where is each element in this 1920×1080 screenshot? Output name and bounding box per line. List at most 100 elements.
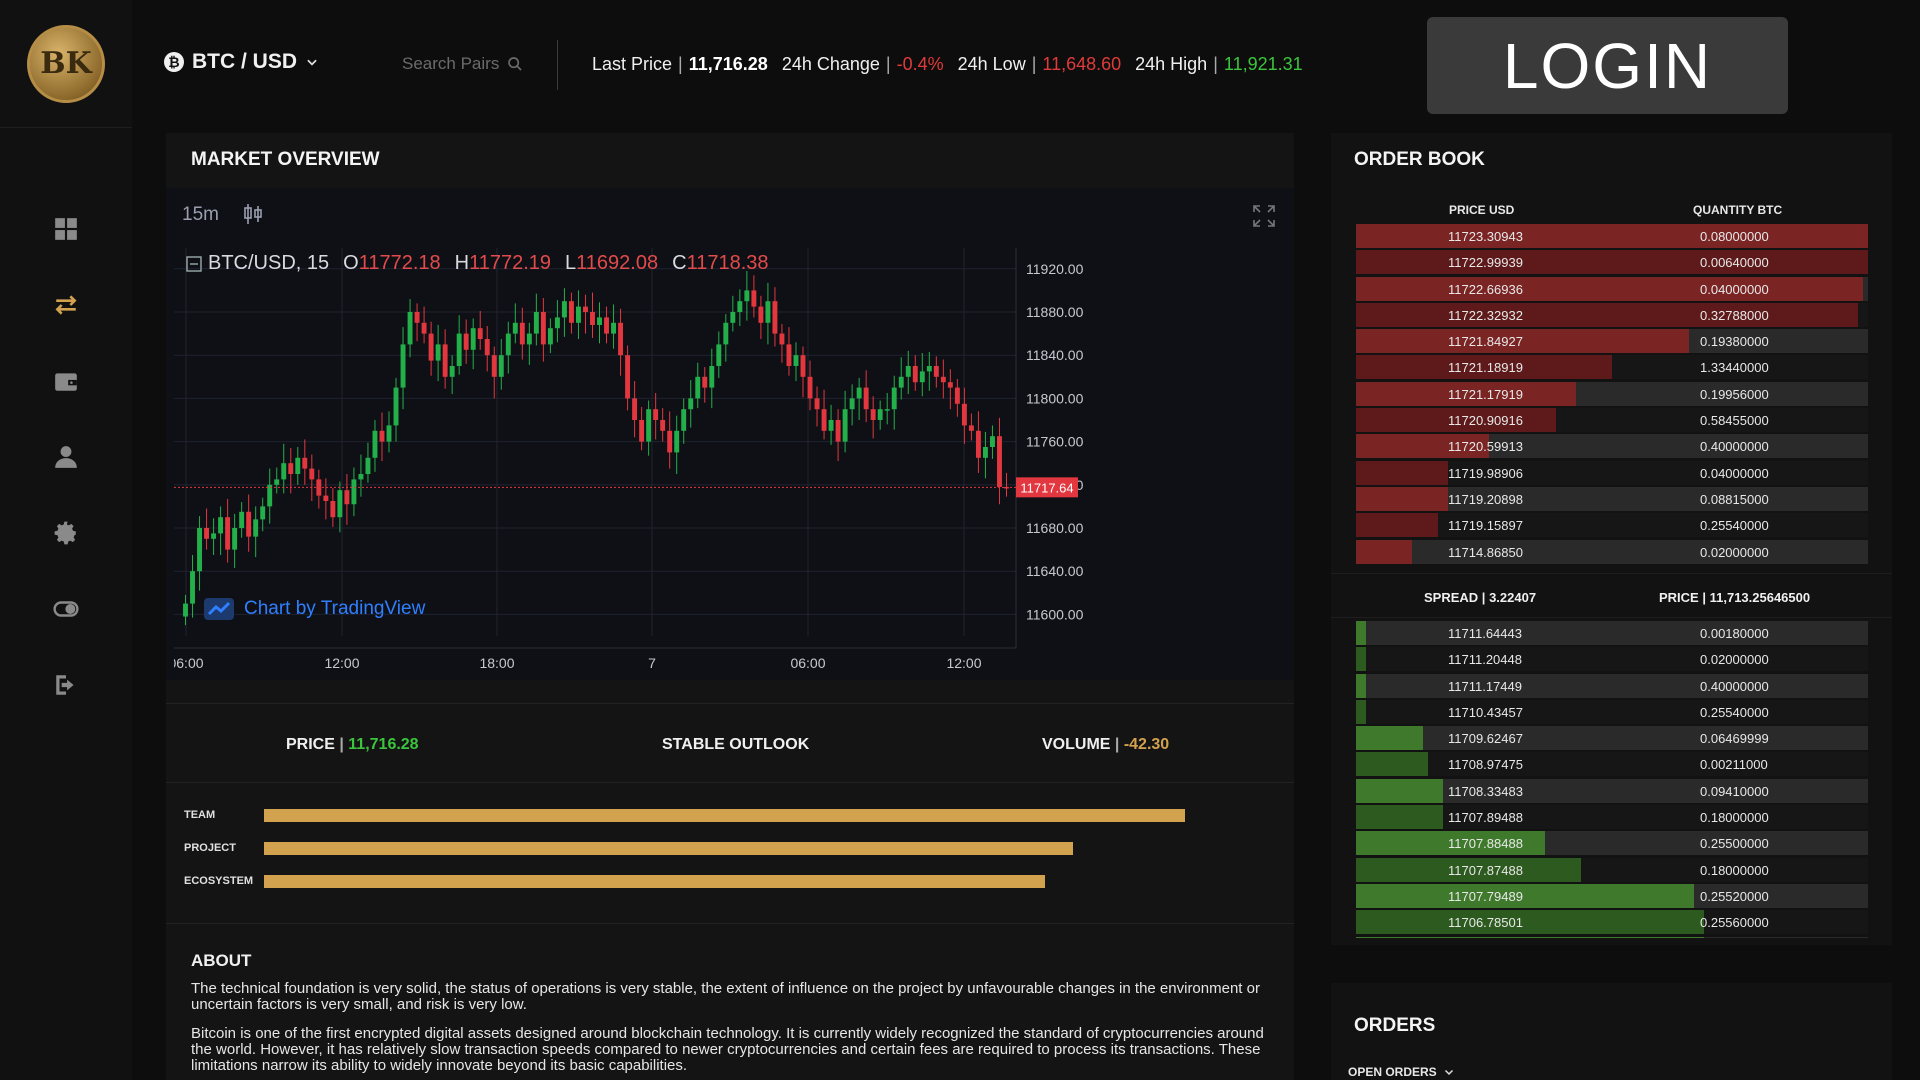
ticker-stats: Last Price | 11,716.28 24h Change | -0.4… (592, 54, 1303, 75)
search-input[interactable]: Search Pairs (402, 54, 500, 73)
bid-row[interactable]: 11706.735020.19758000 (1356, 936, 1868, 938)
row-quantity: 0.04000000 (1700, 465, 1769, 481)
candle-body (905, 366, 911, 377)
ask-row[interactable]: 11719.15897 0.25540000 (1356, 512, 1868, 538)
low-value: 11,648.60 (1042, 54, 1122, 74)
ask-row[interactable]: 11721.84927 0.19380000 (1356, 328, 1868, 354)
candlestick-type-icon[interactable] (242, 202, 264, 226)
candle-body (512, 322, 518, 334)
bid-row[interactable]: 11707.89488 0.18000000 (1356, 804, 1868, 830)
candle-body (653, 409, 659, 420)
candle-body (779, 333, 785, 345)
candle-body (863, 387, 869, 410)
candle-body (351, 479, 357, 505)
ask-row[interactable]: 11722.66936 0.04000000 (1356, 276, 1868, 302)
candlestick-chart[interactable]: 11920.00 11880.00 11840.00 11800.00 11760.00… (168, 248, 1286, 678)
row-price: 11721.17919 (1448, 386, 1523, 402)
candle-body (814, 398, 820, 410)
tradingview-attribution[interactable]: Chart by TradingView (204, 598, 425, 620)
candle-body (947, 382, 953, 388)
bid-row[interactable]: 11709.62467 0.06469999 (1356, 725, 1868, 751)
close-label: C (672, 252, 687, 274)
open-orders-dropdown[interactable]: OPEN ORDERS (1348, 1065, 1455, 1079)
bid-row[interactable]: 11708.33483 0.09410000 (1356, 778, 1868, 804)
settings-icon[interactable] (48, 515, 84, 551)
depth-bar (1356, 752, 1428, 777)
bid-row[interactable]: 11706.78501 0.25560000 (1356, 909, 1868, 935)
depth-bar (1356, 539, 1413, 564)
bid-row[interactable]: 11710.43457 0.25540000 (1356, 699, 1868, 725)
candle-body (912, 366, 918, 383)
row-background (1356, 699, 1868, 724)
order-book-panel: ORDER BOOK PRICE USD QUANTITY BTC 11723.… (1331, 133, 1892, 945)
candle-body (709, 366, 715, 388)
timeframe-selector[interactable]: 15m (182, 204, 219, 225)
rating-label: ECOSYSTEM (184, 875, 254, 887)
row-price: 11720.90916 (1448, 413, 1523, 429)
ask-row[interactable]: 11721.18919 1.33440000 (1356, 354, 1868, 380)
candle-body (954, 387, 960, 404)
brand-logo[interactable]: BK (27, 24, 105, 103)
collapse-legend-icon[interactable] (186, 255, 202, 272)
candle-body (505, 333, 511, 356)
chevron-down-icon (307, 59, 317, 66)
wallet-icon[interactable] (48, 363, 84, 399)
row-quantity: 0.25540000 (1700, 518, 1769, 534)
price-chart[interactable]: 15m 11920.00 11880.00 11840.00 11800.00 1176… (166, 188, 1294, 680)
ask-row[interactable]: 11720.90916 0.58455000 (1356, 407, 1868, 433)
exchange-icon[interactable] (48, 287, 84, 323)
candle-body (421, 322, 427, 334)
bid-row[interactable]: 11711.17449 0.40000000 (1356, 673, 1868, 699)
candle-body (330, 501, 336, 518)
row-price: 11710.43457 (1448, 704, 1523, 720)
candle-body (281, 463, 287, 480)
ask-row[interactable]: 11714.86850 0.02000000 (1356, 539, 1868, 565)
candle-body (526, 333, 532, 345)
ask-row[interactable]: 11719.98906 0.04000000 (1356, 460, 1868, 486)
row-quantity: 0.08815000 (1700, 491, 1769, 507)
market-overview-title: MARKET OVERVIEW (191, 149, 380, 170)
bid-row[interactable]: 11707.79489 0.25520000 (1356, 883, 1868, 909)
rating-bar (264, 841, 1073, 855)
y-tick-label: 11640.00 (1026, 563, 1084, 579)
ask-row[interactable]: 11722.32932 0.32788000 (1356, 302, 1868, 328)
bid-row[interactable]: 11711.64443 0.00180000 (1356, 620, 1868, 646)
rating-bars: TEAM PROJECT ECOSYSTEM (166, 793, 1294, 893)
row-price: 11719.98906 (1448, 465, 1523, 481)
chart-plot-area[interactable]: 11920.00 11880.00 11840.00 11800.00 11760.00… (168, 248, 1286, 678)
dashboard-icon[interactable] (48, 211, 84, 247)
user-icon[interactable] (48, 439, 84, 475)
candle-body (884, 409, 890, 411)
ask-row[interactable]: 11723.30943 0.08000000 (1356, 223, 1868, 249)
ask-row[interactable]: 11719.20898 0.08815000 (1356, 486, 1868, 512)
bid-row[interactable]: 11707.88488 0.25500000 (1356, 830, 1868, 856)
candle-body (632, 398, 638, 420)
bid-row[interactable]: 11711.20448 0.02000000 (1356, 646, 1868, 672)
ask-row[interactable]: 11720.59913 0.40000000 (1356, 433, 1868, 459)
candle-body (253, 519, 259, 537)
row-quantity: 1.33440000 (1700, 360, 1769, 376)
depth-bar (1356, 329, 1689, 354)
high-value: 11772.19 (469, 252, 552, 274)
logout-icon[interactable] (48, 667, 84, 703)
candle-body (835, 420, 841, 442)
candle-body (365, 457, 371, 474)
toggle-icon[interactable] (48, 591, 84, 627)
bid-row[interactable]: 11707.87488 0.18000000 (1356, 857, 1868, 883)
candle-body (975, 430, 981, 458)
search-pairs[interactable]: Search Pairs (402, 54, 523, 74)
ask-row[interactable]: 11722.99939 0.00640000 (1356, 249, 1868, 275)
fullscreen-icon[interactable] (1252, 204, 1276, 228)
ask-row[interactable]: 11721.17919 0.19956000 (1356, 381, 1868, 407)
login-button[interactable]: LOGIN (1427, 17, 1788, 114)
close-value: 11718.38 (686, 252, 769, 274)
mid-price-info: PRICE | 11,713.25646500 (1659, 590, 1811, 605)
bid-row[interactable]: 11708.97475 0.00211000 (1356, 751, 1868, 777)
candle-body (828, 420, 834, 431)
pair-selector[interactable]: ₿ BTC / USD (164, 50, 319, 74)
depth-bar (1356, 513, 1438, 538)
candle-body (583, 306, 588, 312)
candle-body (498, 355, 504, 377)
depth-bar (1356, 726, 1423, 751)
candle-body (716, 344, 722, 366)
